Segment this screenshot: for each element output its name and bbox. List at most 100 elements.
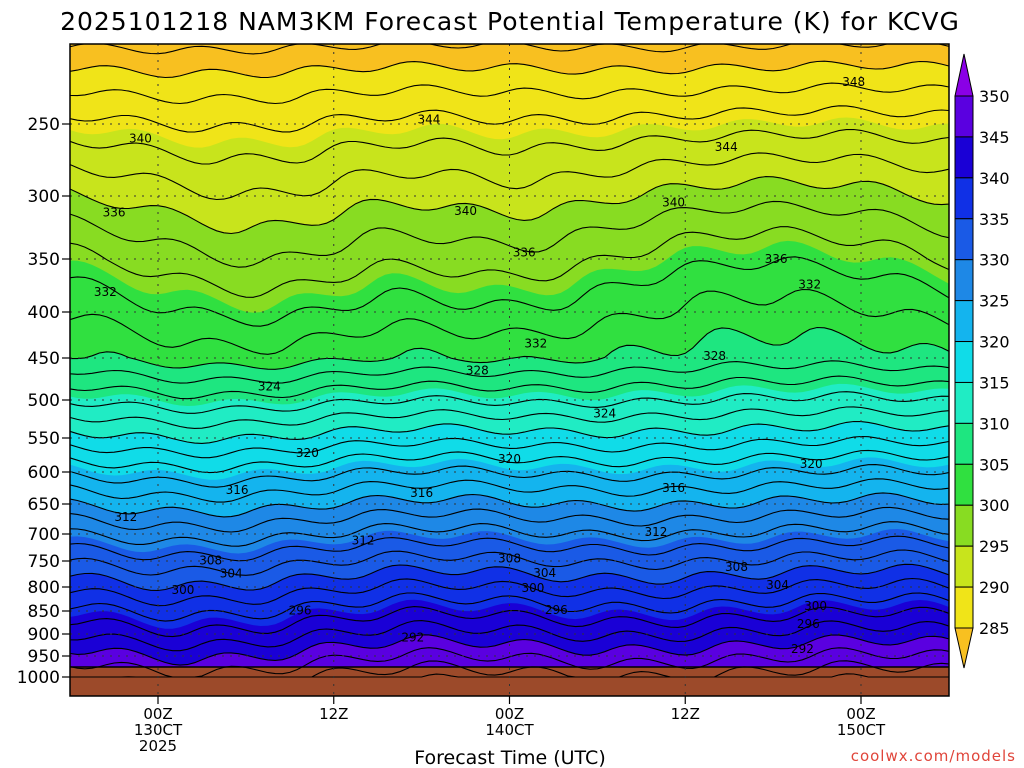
contour-label: 344 [715,140,738,154]
y-tick-label: 600 [28,463,60,483]
y-tick-label: 700 [28,525,60,545]
contour-label: 324 [593,407,616,421]
colorbar-label: 330 [979,251,1010,270]
contour-label: 320 [296,446,319,460]
y-tick-label: 850 [28,602,60,622]
contour-line [70,549,949,576]
color-fill-bands [70,44,949,696]
contour-label: 340 [129,131,152,145]
colorbar-swatch [954,136,974,179]
colorbar-label: 310 [979,414,1010,433]
contour-line [70,435,949,459]
contour-label: 332 [798,277,821,291]
contour-line [70,620,949,652]
x-tick-label: 12Z [671,705,700,723]
contour-label: 340 [454,204,477,218]
x-tick-label: 00Z [495,705,524,723]
contour-line [70,492,949,518]
contour-label: 348 [842,75,865,89]
contour-line [70,326,949,370]
colorbar-label: 285 [979,619,1010,638]
contour-line [70,634,949,666]
x-tick-label: 00Z [143,705,172,723]
contour-label: 300 [521,581,544,595]
x-tick-label: 140CT [485,721,534,739]
x-tick-label: 12Z [319,705,348,723]
colorbar-swatch [954,300,974,343]
contour-label: 328 [703,349,726,363]
contour-line [70,44,949,55]
colorbar-label: 305 [979,455,1010,474]
y-tick-label: 500 [28,391,60,411]
contour-label: 304 [533,566,556,580]
y-tick-label: 250 [28,115,60,135]
contour-line [70,406,949,429]
y-tick-label: 300 [28,187,60,207]
colorbar-swatch [954,53,974,97]
contour-line [70,288,949,355]
contour-line [70,128,949,165]
y-tick-label: 750 [28,552,60,572]
colorbar-label: 315 [979,373,1010,392]
colorbar-swatch [954,627,974,669]
contour-label: 312 [352,533,375,547]
contour-line [70,82,949,105]
contour-label: 312 [645,525,668,539]
y-tick-label: 1000 [17,668,60,688]
chart-title: 2025101218 NAM3KM Forecast Potential Tem… [60,7,960,36]
y-tick-label: 900 [28,625,60,645]
y-tick-label: 550 [28,429,60,449]
contour-label: 328 [466,364,489,378]
colorbar: 350 345 340 335 330 325 320 315 310 305 300 295 290 2… [954,53,1010,669]
colorbar-swatch [954,422,974,465]
colorbar-label: 290 [979,578,1010,597]
credit-link[interactable]: coolwx.com/models [851,747,1016,765]
contour-line [70,478,949,503]
contour-label: 300 [804,599,827,613]
contour-label: 308 [498,551,521,565]
contour-label: 336 [103,205,126,219]
contour-label: 332 [524,336,547,350]
contour-label: 332 [94,285,117,299]
contour-line [70,420,949,444]
y-tick-label: 450 [28,349,60,369]
colorbar-label: 300 [979,496,1010,515]
contour-line [70,660,949,678]
y-tick-label: 650 [28,495,60,515]
colorbar-label: 325 [979,292,1010,311]
contour-label: 320 [800,457,823,471]
x-tick-label: 130CT [134,721,183,739]
contour-labels: 348 344 344 340 340 340 336 336 336 332 332 332 328 3… [94,75,865,656]
colorbar-swatch [954,259,974,302]
colorbar-swatch [954,218,974,261]
contour-label: 292 [791,642,814,656]
y-tick-label: 350 [28,250,60,270]
colorbar-label: 335 [979,210,1010,229]
contour-line [70,176,949,235]
contour-line [70,563,949,592]
contour-line [70,521,949,547]
contour-line [70,506,949,533]
contour-label: 296 [797,617,820,631]
contour-line [70,60,949,79]
y-axis: 250 300 350 400 450 500 550 600 650 700 750 800 850 9… [17,115,70,688]
colorbar-swatch [954,463,974,506]
contour-label: 336 [513,246,536,260]
contour-line [70,592,949,622]
contour-label: 292 [401,631,424,645]
contour-label: 300 [171,583,194,597]
y-tick-label: 400 [28,303,60,323]
contour-line [70,105,949,133]
y-tick-label: 950 [28,647,60,667]
contour-label: 308 [725,560,748,574]
contour-label: 296 [289,604,312,618]
x-axis-label: Forecast Time (UTC) [414,747,605,768]
contour-label: 312 [114,510,137,524]
x-tick-label: 150CT [837,721,886,739]
colorbar-swatch [954,177,974,220]
contour-label: 344 [417,113,440,127]
contour-label: 316 [226,483,249,497]
contour-label: 296 [545,603,568,617]
